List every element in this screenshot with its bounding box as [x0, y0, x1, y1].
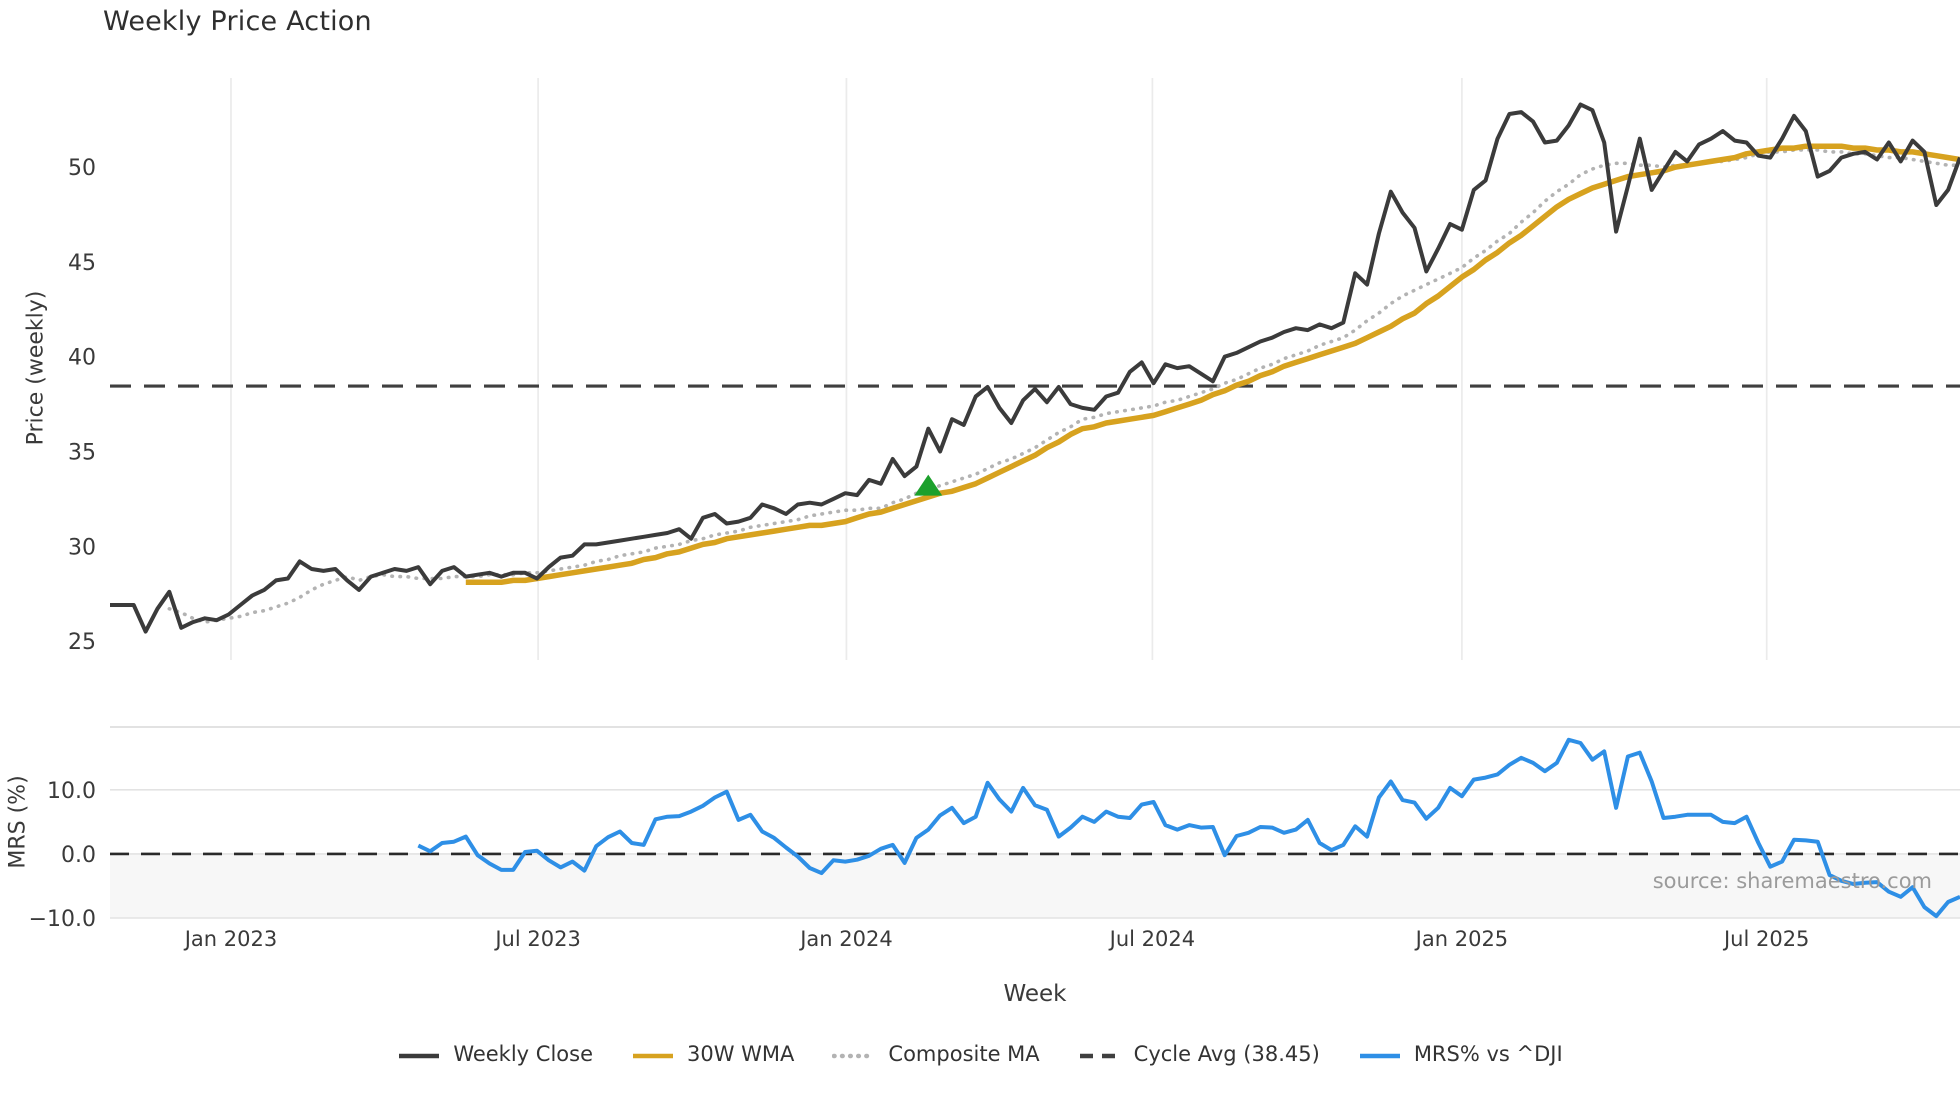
- x-tick-label: Jul 2025: [1722, 927, 1809, 951]
- legend: Weekly Close 30W WMA Composite MA Cycle …: [0, 1042, 1960, 1066]
- legend-label: Cycle Avg (38.45): [1133, 1042, 1320, 1066]
- legend-label: Composite MA: [888, 1042, 1040, 1066]
- x-tick-label: Jan 2025: [1414, 927, 1509, 951]
- mrs-negative-band: [110, 853, 1960, 918]
- weekly-close-line-swatch: [397, 1042, 441, 1066]
- price-y-tick-label: 40: [68, 346, 96, 371]
- chart-title: Weekly Price Action: [103, 6, 372, 37]
- x-tick-label: Jul 2023: [493, 927, 580, 951]
- legend-item-composite-ma: Composite MA: [832, 1042, 1040, 1066]
- price-y-axis-label: Price (weekly): [23, 290, 49, 446]
- mrs-y-tick-label: 0.0: [61, 843, 96, 868]
- source-note: source: sharemaestro.com: [1652, 869, 1932, 893]
- legend-label: 30W WMA: [687, 1042, 795, 1066]
- legend-label: Weekly Close: [453, 1042, 593, 1066]
- x-tick-label: Jan 2024: [798, 927, 893, 951]
- legend-swatch-line: [1359, 1053, 1400, 1059]
- composite-ma-line: [167, 148, 1960, 624]
- legend-item-mrs: MRS% vs ^DJI: [1358, 1042, 1563, 1066]
- mrs-line: [417, 737, 1960, 919]
- price-y-tick-label: 35: [68, 440, 96, 465]
- price-y-tick-label: 25: [68, 630, 96, 655]
- weekly-close-line: [110, 102, 1960, 634]
- wma-line-swatch: [631, 1042, 675, 1066]
- mrs-y-tick-label: −10.0: [29, 907, 96, 932]
- cycle-avg-dashed-swatch: [1078, 1042, 1122, 1066]
- price-y-tick-label: 45: [68, 251, 96, 276]
- legend-swatch-line: [633, 1053, 673, 1059]
- price-y-tick-label: 30: [68, 535, 96, 560]
- legend-item-cycle-avg: Cycle Avg (38.45): [1078, 1042, 1320, 1066]
- legend-item-weekly-close: Weekly Close: [397, 1042, 593, 1066]
- legend-swatch-line: [399, 1053, 440, 1059]
- legend-item-30w-wma: 30W WMA: [631, 1042, 794, 1066]
- mrs-y-tick-label: 10.0: [47, 779, 96, 804]
- mrs-line-swatch: [1358, 1042, 1402, 1066]
- x-axis-label: Week: [1003, 981, 1067, 1007]
- mrs-y-axis-label: MRS (%): [5, 775, 31, 869]
- x-tick-label: Jan 2023: [183, 927, 278, 951]
- legend-swatch-line: [1079, 1053, 1120, 1059]
- wma-line: [465, 143, 1960, 586]
- price-y-tick-label: 50: [68, 156, 96, 181]
- buy-signal-triangle-marker: [914, 474, 943, 496]
- legend-swatch-line: [832, 1053, 877, 1059]
- legend-label: MRS% vs ^DJI: [1413, 1042, 1563, 1066]
- composite-ma-dotted-swatch: [832, 1042, 877, 1066]
- x-tick-label: Jul 2024: [1108, 927, 1195, 951]
